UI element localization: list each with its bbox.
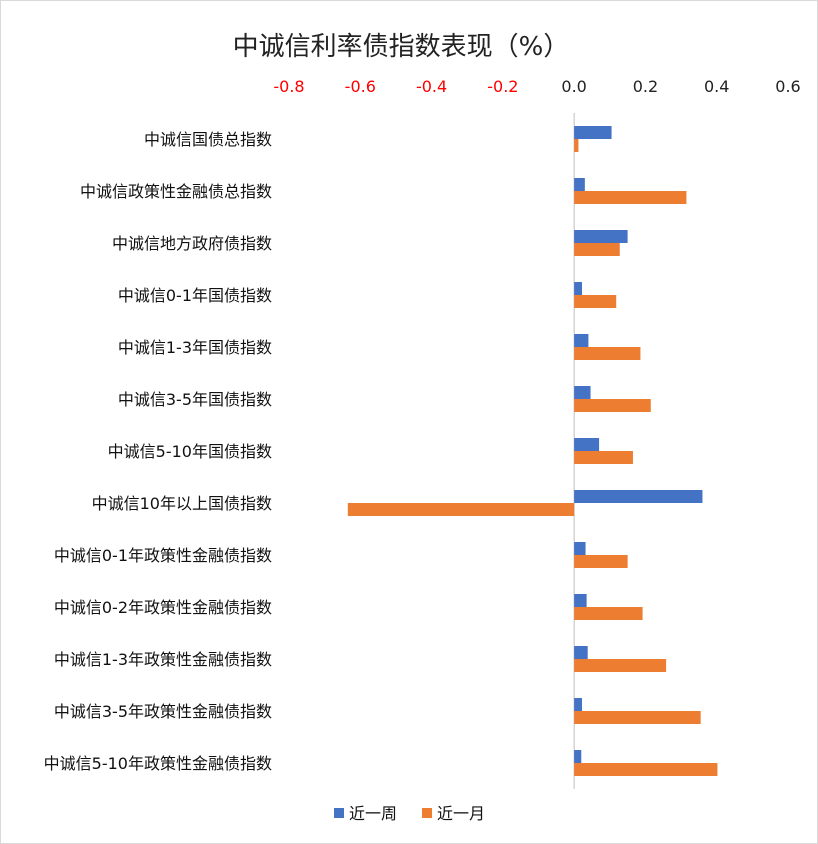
bar-week — [574, 490, 703, 503]
bar-month — [574, 555, 628, 568]
bar-week — [574, 334, 589, 347]
bars — [347, 126, 718, 776]
bar-month — [574, 399, 651, 412]
bar-week — [574, 594, 587, 607]
bar-month — [574, 711, 701, 724]
category-label: 中诚信5-10年政策性金融债指数 — [44, 754, 272, 773]
bar-week — [574, 386, 591, 399]
bar-month — [574, 347, 641, 360]
bar-week — [574, 542, 586, 555]
category-label: 中诚信1-3年政策性金融债指数 — [54, 650, 272, 669]
bar-week — [574, 646, 588, 659]
category-label: 中诚信0-1年政策性金融债指数 — [54, 546, 272, 565]
bar-week — [574, 178, 585, 191]
bar-month — [574, 659, 667, 672]
x-tick-label: -0.8 — [273, 77, 304, 96]
x-tick-label: 0.2 — [633, 77, 658, 96]
category-label: 中诚信0-1年国债指数 — [118, 286, 272, 305]
x-axis-ticks: -0.8 -0.6 -0.4 -0.2 0.0 0.2 0.4 0.6 — [273, 77, 800, 96]
legend-label: 近一周 — [349, 804, 397, 823]
legend: 近一周 近一月 — [334, 804, 485, 823]
category-label: 中诚信政策性金融债总指数 — [80, 182, 272, 201]
bar-month — [574, 139, 579, 152]
category-label: 中诚信地方政府债指数 — [112, 234, 272, 253]
bar-month — [574, 763, 718, 776]
category-label: 中诚信3-5年政策性金融债指数 — [54, 702, 272, 721]
category-label: 中诚信3-5年国债指数 — [118, 390, 272, 409]
bar-week — [574, 282, 582, 295]
legend-swatch — [334, 808, 344, 818]
category-label: 中诚信1-3年国债指数 — [118, 338, 272, 357]
category-label: 中诚信0-2年政策性金融债指数 — [54, 598, 272, 617]
x-tick-label: -0.4 — [416, 77, 447, 96]
bar-week — [574, 438, 600, 451]
category-label: 中诚信国债总指数 — [144, 130, 272, 149]
bar-month — [574, 295, 617, 308]
bar-month — [574, 191, 687, 204]
legend-label: 近一月 — [437, 804, 485, 823]
category-labels: 中诚信国债总指数中诚信政策性金融债总指数中诚信地方政府债指数中诚信0-1年国债指… — [44, 130, 272, 773]
bar-week — [574, 126, 612, 139]
bar-month — [347, 503, 575, 516]
bar-month — [574, 243, 620, 256]
category-label: 中诚信5-10年国债指数 — [108, 442, 272, 461]
bar-month — [574, 451, 633, 464]
x-tick-label: 0.0 — [561, 77, 586, 96]
legend-swatch — [422, 808, 432, 818]
x-tick-label: -0.2 — [487, 77, 518, 96]
bar-month — [574, 607, 643, 620]
x-tick-label: -0.6 — [345, 77, 376, 96]
chart-title: 中诚信利率债指数表现（%） — [233, 32, 570, 62]
x-tick-label: 0.4 — [704, 77, 729, 96]
bar-week — [574, 698, 582, 711]
bar-week — [574, 750, 582, 763]
bar-week — [574, 230, 628, 243]
category-label: 中诚信10年以上国债指数 — [92, 494, 272, 513]
x-tick-label: 0.6 — [775, 77, 800, 96]
